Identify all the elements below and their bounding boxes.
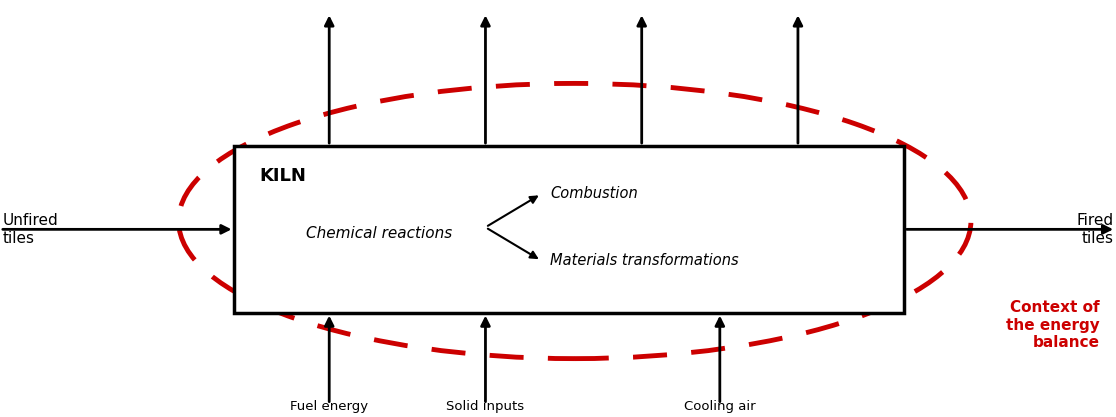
Text: Context of
the energy
balance: Context of the energy balance <box>1006 300 1099 350</box>
Text: Combustion: Combustion <box>550 186 638 201</box>
FancyBboxPatch shape <box>234 146 904 313</box>
Text: KILN: KILN <box>259 167 306 185</box>
Text: Fuel energy: Fuel energy <box>290 400 368 413</box>
Text: Materials transformations: Materials transformations <box>550 253 739 268</box>
Text: Cooling air: Cooling air <box>684 400 756 413</box>
Text: Unfired
tiles: Unfired tiles <box>2 213 58 246</box>
Text: Chemical reactions: Chemical reactions <box>306 226 453 241</box>
Text: Fired
tiles: Fired tiles <box>1077 213 1114 246</box>
Text: Solid inputs: Solid inputs <box>446 400 525 413</box>
